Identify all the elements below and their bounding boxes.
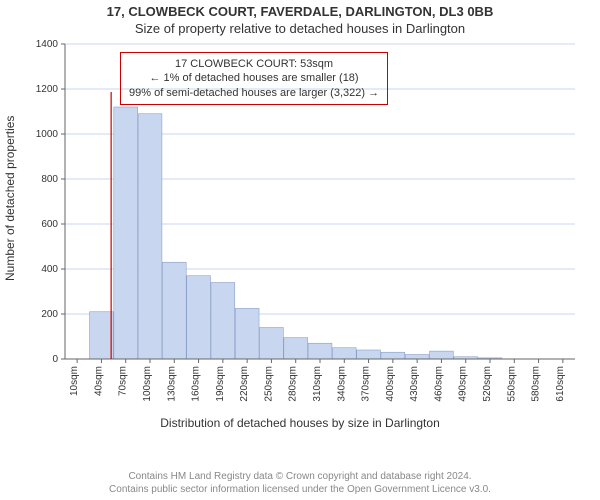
- chart-container: 17, CLOWBECK COURT, FAVERDALE, DARLINGTO…: [0, 0, 600, 500]
- svg-text:250sqm: 250sqm: [263, 366, 274, 402]
- svg-text:490sqm: 490sqm: [458, 366, 469, 402]
- annotation-line-1: 17 CLOWBECK COURT: 53sqm: [129, 57, 379, 71]
- x-axis-label: Distribution of detached houses by size …: [0, 416, 600, 430]
- svg-text:280sqm: 280sqm: [288, 366, 299, 402]
- annotation-line-2: ← 1% of detached houses are smaller (18): [129, 71, 379, 85]
- attribution-line-1: Contains HM Land Registry data © Crown c…: [0, 470, 600, 483]
- svg-text:580sqm: 580sqm: [531, 366, 542, 402]
- svg-text:190sqm: 190sqm: [215, 366, 226, 402]
- svg-text:0: 0: [52, 354, 58, 365]
- svg-text:1400: 1400: [36, 39, 59, 50]
- svg-text:10sqm: 10sqm: [69, 366, 80, 396]
- svg-text:100sqm: 100sqm: [142, 366, 153, 402]
- svg-text:430sqm: 430sqm: [409, 366, 420, 402]
- svg-text:550sqm: 550sqm: [506, 366, 517, 402]
- svg-text:1200: 1200: [36, 84, 59, 95]
- svg-text:220sqm: 220sqm: [239, 366, 250, 402]
- svg-text:160sqm: 160sqm: [191, 366, 202, 402]
- svg-text:610sqm: 610sqm: [555, 366, 566, 402]
- svg-text:400sqm: 400sqm: [385, 366, 396, 402]
- svg-text:400: 400: [41, 264, 58, 275]
- svg-text:600: 600: [41, 219, 58, 230]
- svg-text:1000: 1000: [36, 129, 59, 140]
- annotation-line-3: 99% of semi-detached houses are larger (…: [129, 86, 379, 100]
- svg-text:520sqm: 520sqm: [482, 366, 493, 402]
- svg-text:130sqm: 130sqm: [166, 366, 177, 402]
- attribution-text: Contains HM Land Registry data © Crown c…: [0, 470, 600, 496]
- svg-text:310sqm: 310sqm: [312, 366, 323, 402]
- svg-text:800: 800: [41, 174, 58, 185]
- annotation-box: 17 CLOWBECK COURT: 53sqm ← 1% of detache…: [120, 52, 388, 105]
- svg-text:460sqm: 460sqm: [433, 366, 444, 402]
- svg-text:370sqm: 370sqm: [361, 366, 372, 402]
- svg-text:40sqm: 40sqm: [93, 366, 104, 396]
- attribution-line-2: Contains public sector information licen…: [0, 483, 600, 496]
- svg-text:70sqm: 70sqm: [118, 366, 129, 396]
- svg-text:340sqm: 340sqm: [336, 366, 347, 402]
- y-axis-label: Number of detached properties: [3, 121, 17, 281]
- svg-text:200: 200: [41, 309, 58, 320]
